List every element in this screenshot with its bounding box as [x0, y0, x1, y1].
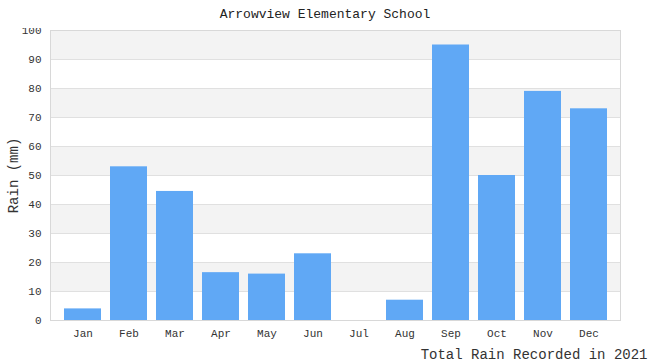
svg-text:0: 0 — [35, 315, 42, 327]
svg-text:30: 30 — [28, 228, 41, 240]
svg-text:90: 90 — [28, 54, 41, 66]
svg-text:Nov: Nov — [533, 328, 553, 340]
html-text:Arrowview Elementary School: Arrowview Elementary School — [219, 7, 431, 22]
svg-text:70: 70 — [28, 112, 41, 124]
svg-text:Mar: Mar — [165, 328, 185, 340]
svg-text:10: 10 — [28, 286, 41, 298]
svg-text:Jun: Jun — [303, 328, 323, 340]
svg-text:100: 100 — [22, 28, 42, 37]
svg-text:Jul: Jul — [349, 328, 369, 340]
svg-text:May: May — [257, 328, 277, 340]
svg-text:Dec: Dec — [579, 328, 599, 340]
svg-text:Aug: Aug — [395, 328, 415, 340]
svg-text:Jan: Jan — [73, 328, 93, 340]
svg-text:50: 50 — [28, 170, 41, 182]
svg-text:Sep: Sep — [441, 328, 461, 340]
svg-text:40: 40 — [28, 199, 41, 211]
svg-text:Oct: Oct — [487, 328, 507, 340]
svg-text:Rain (mm): Rain (mm) — [6, 138, 22, 214]
svg-text:Feb: Feb — [119, 328, 139, 340]
svg-text:Total Rain Recorded in 2021: Total Rain Recorded in 2021 — [421, 347, 648, 360]
svg-text:20: 20 — [28, 257, 41, 269]
svg-text:Apr: Apr — [211, 328, 231, 340]
svg-text:60: 60 — [28, 141, 41, 153]
svg-text:80: 80 — [28, 83, 41, 95]
